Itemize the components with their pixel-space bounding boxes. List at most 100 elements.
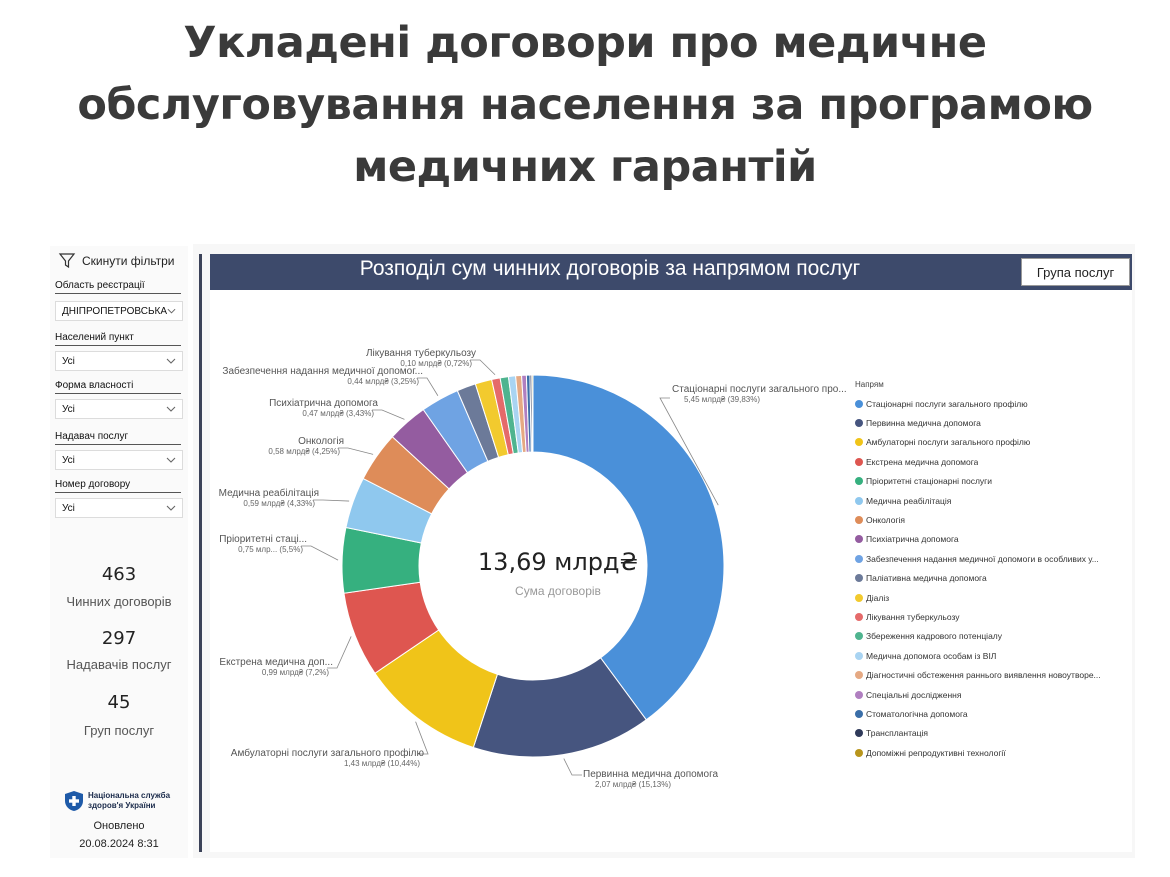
legend-label: Первинна медична допомога (866, 418, 981, 429)
legend-item[interactable]: Допоміжні репродуктивні технології (855, 743, 1130, 762)
legend-label: Стоматологічна допомога (866, 708, 968, 719)
headline-line-2: обслуговування населення за програмою (77, 80, 1093, 130)
legend-swatch (855, 535, 863, 544)
legend-label: Екстрена медична допомога (866, 456, 979, 467)
filter-value-locality: Усі (62, 355, 75, 367)
legend-swatch (855, 457, 863, 466)
filter-value-region: ДНІПРОПЕТРОВСЬКА (62, 305, 167, 317)
vertical-divider (199, 254, 202, 852)
service-group-button[interactable]: Група послуг (1021, 258, 1130, 286)
legend-item[interactable]: Діагностичні обстеження раннього виявлен… (855, 665, 1130, 684)
kpi-contracts-label: Чинних договорів (66, 594, 172, 609)
legend-label: Пріоритетні стаціонарні послуги (866, 476, 992, 487)
donut-slice[interactable] (531, 374, 534, 453)
legend-item[interactable]: Спеціальні дослідження (855, 685, 1130, 704)
kpi-groups-value: 45 (107, 692, 131, 713)
legend-label: Лікування туберкульозу (866, 611, 960, 622)
legend-item[interactable]: Трансплантація (855, 724, 1130, 743)
filter-label-locality: Населений пункт (55, 332, 181, 346)
legend-item[interactable]: Пріоритетні стаціонарні послуги (855, 472, 1130, 491)
legend-swatch (855, 496, 863, 505)
legend-item[interactable]: Забезпечення надання медичної допомоги в… (855, 549, 1130, 568)
chevron-down-icon (166, 358, 176, 364)
legend-swatch (855, 612, 863, 621)
legend-item[interactable]: Збереження кадрового потенціалу (855, 627, 1130, 646)
legend-label: Спеціальні дослідження (866, 689, 962, 700)
legend-swatch (855, 419, 863, 428)
legend-item[interactable]: Амбулаторні послуги загального профілю (855, 433, 1130, 452)
chevron-down-icon (167, 308, 176, 314)
legend-label: Трансплантація (866, 728, 928, 739)
reset-filters-button[interactable]: Скинути фільтри (58, 250, 188, 272)
legend-swatch (855, 690, 863, 699)
visual-title: Розподіл сум чинних договорів за напрямо… (359, 257, 861, 280)
filter-value-ownership: Усі (62, 403, 75, 415)
legend-label: Психіатрична допомога (866, 534, 959, 545)
filter-select-provider[interactable]: Усі (55, 450, 183, 470)
legend-swatch (855, 593, 863, 602)
legend-swatch (855, 632, 863, 641)
filter-select-contract[interactable]: Усі (55, 498, 183, 518)
legend-label: Стаціонарні послуги загального профілю (866, 398, 1028, 409)
logo-line-2: здоров'я України (88, 801, 156, 810)
legend-title: Напрям (855, 380, 884, 389)
legend-label: Допоміжні репродуктивні технології (866, 747, 1006, 758)
legend-label: Медична допомога особам із ВІЛ (866, 650, 997, 661)
filter-pane: Скинути фільтри Область реєстрації ДНІПР… (50, 246, 188, 858)
legend-item[interactable]: Лікування туберкульозу (855, 607, 1130, 626)
shield-icon (65, 791, 83, 811)
legend-item[interactable]: Екстрена медична допомога (855, 452, 1130, 471)
headline-line-3: медичних гарантій (353, 142, 817, 192)
legend-label: Забезпечення надання медичної допомоги в… (866, 553, 1099, 564)
kpi-groups-label: Груп послуг (83, 723, 155, 738)
kpi-providers-label: Надавачів послуг (66, 657, 172, 672)
legend-swatch (855, 651, 863, 660)
legend-label: Збереження кадрового потенціалу (866, 631, 1003, 642)
headline-line-1: Укладені договори про медичне (183, 18, 987, 68)
legend-swatch (855, 748, 863, 757)
legend-swatch (855, 438, 863, 447)
legend-swatch (855, 554, 863, 563)
chevron-down-icon (166, 505, 176, 511)
legend-swatch (855, 729, 863, 738)
legend-label: Медична реабілітація (866, 495, 952, 506)
chevron-down-icon (166, 457, 176, 463)
legend-label: Паліативна медична допомога (866, 573, 987, 584)
legend-item[interactable]: Психіатрична допомога (855, 530, 1130, 549)
logo-line-1: Національна служба (88, 791, 171, 800)
updated-label: Оновлено (93, 820, 145, 832)
filter-select-ownership[interactable]: Усі (55, 399, 183, 419)
legend-item[interactable]: Медична реабілітація (855, 491, 1130, 510)
filter-select-region[interactable]: ДНІПРОПЕТРОВСЬКА (55, 301, 183, 321)
funnel-icon (58, 253, 76, 269)
legend-label: Діаліз (866, 592, 890, 603)
legend-item[interactable]: Паліативна медична допомога (855, 569, 1130, 588)
legend-item[interactable]: Діаліз (855, 588, 1130, 607)
filter-label-region: Область реєстрації (55, 280, 181, 294)
legend-label: Амбулаторні послуги загального профілю (866, 437, 1031, 448)
visual-title-bar (210, 254, 1132, 290)
legend-swatch (855, 671, 863, 680)
updated-timestamp: 20.08.2024 8:31 (79, 838, 159, 850)
kpi-contracts-value: 463 (101, 564, 137, 585)
nszu-logo: Національна служба здоров'я України (64, 790, 170, 812)
legend-label: Онкологія (866, 515, 906, 526)
filter-value-provider: Усі (62, 454, 75, 466)
legend-item[interactable]: Первинна медична допомога (855, 413, 1130, 432)
legend-item[interactable]: Онкологія (855, 510, 1130, 529)
legend-item[interactable]: Медична допомога особам із ВІЛ (855, 646, 1130, 665)
legend-swatch (855, 399, 863, 408)
legend-swatch (855, 516, 863, 525)
chevron-down-icon (166, 406, 176, 412)
filter-value-contract: Усі (62, 502, 75, 514)
filter-label-provider: Надавач послуг (55, 431, 181, 445)
legend-swatch (855, 709, 863, 718)
legend-item[interactable]: Стоматологічна допомога (855, 704, 1130, 723)
page-headline: Укладені договори про медичне обслуговув… (60, 12, 1110, 198)
kpi-providers-value: 297 (101, 628, 137, 649)
legend-swatch (855, 477, 863, 486)
legend-swatch (855, 574, 863, 583)
filter-select-locality[interactable]: Усі (55, 351, 183, 371)
legend-item[interactable]: Стаціонарні послуги загального профілю (855, 394, 1130, 413)
filter-label-contract: Номер договору (55, 479, 181, 493)
